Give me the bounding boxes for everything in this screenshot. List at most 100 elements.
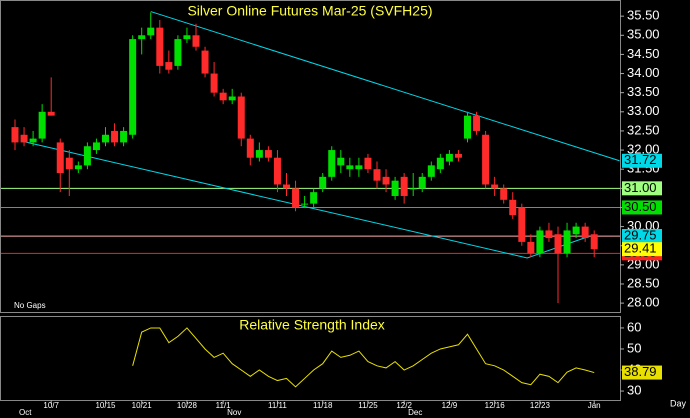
candle-body — [273, 157, 281, 185]
month-label: Nov — [227, 408, 241, 417]
candle-body — [500, 188, 508, 200]
candle-body — [11, 127, 19, 143]
candle-body — [237, 96, 245, 139]
note: No Gaps — [14, 301, 46, 310]
y-tick-label: 28.00 — [627, 295, 660, 310]
y-tick-label: 32.50 — [627, 122, 660, 137]
x-tick-label: 12/23 — [530, 401, 551, 410]
rsi-value-label: 38.79 — [624, 364, 657, 379]
candle-body — [246, 138, 254, 158]
candle-body — [418, 176, 426, 189]
candle-body — [165, 62, 173, 70]
level-label: 31.00 — [624, 180, 657, 195]
candle-body — [65, 157, 73, 170]
month-label: Oct — [19, 408, 32, 417]
candle-body — [491, 184, 499, 189]
candle-body — [292, 188, 300, 208]
candle-body — [20, 134, 28, 143]
month-label: Dec — [408, 408, 422, 417]
candle-body — [264, 150, 272, 158]
x-tick-label: 11/11 — [268, 401, 287, 410]
x-axis-label: Day — [670, 398, 687, 408]
trendline-box — [622, 153, 662, 168]
y-tick-label: 34.00 — [627, 65, 660, 80]
x-tick-label: 11/18 — [313, 401, 333, 410]
candle-body — [210, 73, 218, 93]
candle-body — [92, 142, 100, 151]
candle-body — [518, 207, 526, 242]
candle-body — [120, 130, 128, 143]
y-tick-label: 32.00 — [627, 142, 660, 157]
rsi-value-box — [622, 365, 662, 380]
rsi-title: Relative Strength Index — [239, 317, 385, 333]
candle-body — [590, 234, 598, 250]
candle-body — [83, 146, 91, 166]
y-tick-label: 28.50 — [627, 275, 660, 290]
x-tick-label: 10/21 — [132, 401, 153, 410]
candle-body — [47, 111, 55, 116]
rsi-tick-label: 30 — [627, 382, 641, 397]
candle-body — [554, 234, 562, 254]
candle-body — [391, 180, 399, 196]
rsi-line — [132, 327, 595, 388]
candle-body — [111, 130, 119, 143]
last-price-box — [622, 242, 662, 257]
candle-body — [473, 115, 481, 131]
last-price-label: 29.41 — [624, 241, 657, 256]
candle-body — [38, 111, 46, 139]
candle-body — [201, 50, 209, 74]
candle-body — [536, 230, 544, 254]
y-tick-label: 34.50 — [627, 46, 660, 61]
x-tick-label: Jan — [588, 401, 601, 410]
candle-body — [147, 27, 155, 36]
candle-body — [56, 142, 64, 174]
trendline-label: 29.75 — [624, 228, 657, 243]
candle-body — [373, 169, 381, 181]
candle-body — [581, 226, 589, 239]
candle-body — [427, 165, 435, 177]
candle-body — [545, 230, 553, 239]
y-tick-label: 33.50 — [627, 84, 660, 99]
candle-body — [355, 165, 363, 170]
candle-body — [156, 27, 164, 66]
candle-body — [436, 157, 444, 170]
level-box — [622, 200, 662, 215]
rsi-tick-label: 60 — [627, 319, 641, 334]
candle-body — [464, 115, 471, 139]
candle-body — [527, 241, 535, 254]
trendline-label: 31.72 — [624, 152, 657, 167]
trendline-box — [622, 229, 662, 244]
level-box — [622, 181, 662, 196]
candle-body — [382, 176, 390, 185]
level-label: 30.50 — [624, 199, 657, 214]
x-tick-label: 11/25 — [358, 401, 378, 410]
candle-body — [454, 153, 462, 158]
candle-body — [337, 157, 345, 166]
x-tick-label: 10/15 — [95, 401, 116, 410]
candle-body — [183, 35, 191, 40]
candle-body — [572, 226, 580, 235]
candle-body — [319, 176, 327, 189]
price-panel — [0, 0, 621, 313]
candle-body — [400, 176, 408, 196]
candle-body — [74, 165, 82, 170]
x-tick-label: 10/7 — [43, 401, 59, 410]
candle-body — [328, 150, 336, 177]
candle-body — [364, 157, 372, 170]
rsi-panel — [0, 316, 621, 401]
y-tick-label: 35.00 — [627, 27, 660, 42]
candle-body — [310, 192, 318, 204]
candle-body — [509, 199, 517, 216]
candle-body — [255, 150, 263, 158]
x-tick-label: 11/1 — [216, 401, 232, 410]
y-tick-label: 35.50 — [627, 8, 660, 23]
candle-body — [563, 230, 571, 254]
trendline — [150, 11, 620, 162]
candle-body — [29, 138, 37, 143]
candle-body — [301, 203, 309, 205]
candle-body — [174, 39, 182, 66]
rsi-tick-label: 50 — [627, 340, 641, 355]
candle-body — [129, 39, 137, 135]
x-tick-label: 12/2 — [396, 401, 412, 410]
